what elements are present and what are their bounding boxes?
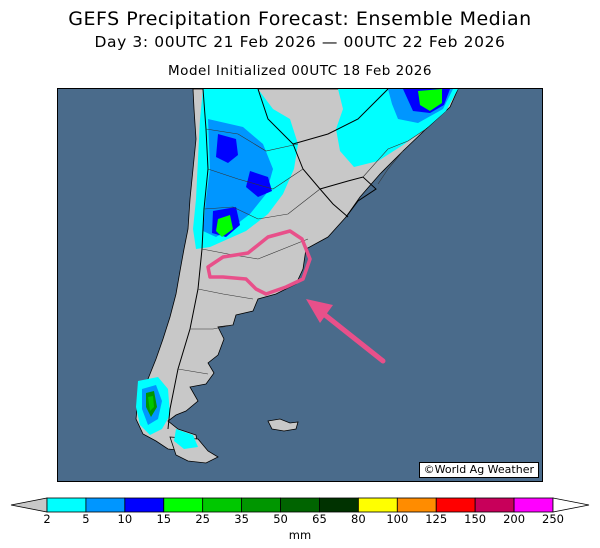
colorbar-box [280,497,320,513]
colorbar-tick-label: 65 [312,512,327,526]
colorbar-box [85,497,126,513]
colorbar-box [202,497,243,513]
colorbar-unit: mm [288,528,312,542]
colorbar-tick-label: 150 [464,512,487,526]
chart-title: GEFS Precipitation Forecast: Ensemble Me… [68,8,532,30]
colorbar-box [513,497,554,513]
colorbar-tick-label: 80 [351,512,366,526]
model-init-time: Model Initialized 00UTC 18 Feb 2026 [168,63,432,79]
colorbar-tick-label: 35 [234,512,249,526]
pink-outlined-area [206,229,312,296]
pink-arrow [306,299,386,364]
forecast-period: Day 3: 00UTC 21 Feb 2026 — 00UTC 22 Feb … [94,33,506,51]
colorbar [10,497,590,513]
colorbar-box [124,497,165,513]
colorbar-box [241,497,281,513]
colorbar-tick-label: 100 [386,512,409,526]
province-borders [177,128,427,375]
falkland-islands [267,418,299,432]
colorbar-box [474,497,515,513]
colorbar-tick-label: 2 [43,512,51,526]
colorbar-under-triangle [10,497,48,513]
map-panel: ©World Ag Weather [57,88,543,482]
colorbar-tick-label: 5 [82,512,90,526]
colorbar-box [46,497,87,513]
colorbar-tick-label: 10 [117,512,133,526]
colorbar-tick-label: 50 [273,512,288,526]
precip-fields [136,89,458,449]
colorbar-tick-label: 200 [503,512,526,526]
colorbar-tick-label: 25 [195,512,211,526]
colorbar-tick-label: 15 [156,512,172,526]
colorbar-box [435,497,476,513]
map-svg [58,89,542,481]
colorbar-box [396,497,437,513]
colorbar-box [163,497,204,513]
colorbar-tick-label: 125 [425,512,448,526]
colorbar-box [357,497,398,513]
colorbar-tick-label: 250 [542,512,564,526]
colorbar-box [319,497,359,513]
colorbar-over-triangle [552,497,590,513]
credit-label: ©World Ag Weather [418,462,539,478]
colorbar-boxes [10,497,590,513]
